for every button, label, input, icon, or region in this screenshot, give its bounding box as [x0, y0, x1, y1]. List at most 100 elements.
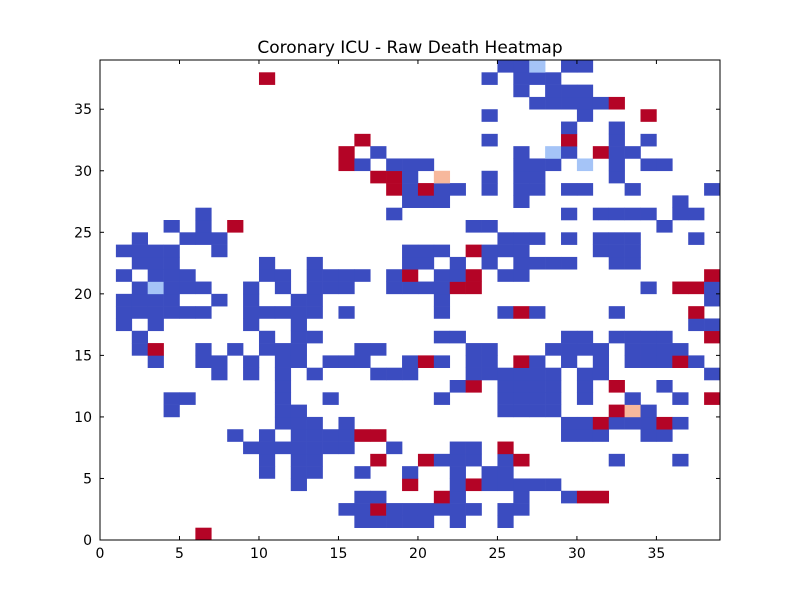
heatmap-cell [195, 527, 212, 541]
heatmap-cell [513, 256, 530, 270]
heatmap-cell [433, 269, 451, 282]
heatmap-cell [497, 306, 514, 319]
heatmap-cell [131, 256, 148, 270]
heatmap-cell [640, 330, 657, 344]
x-tick-label: 5 [175, 546, 184, 562]
heatmap-cell [656, 380, 673, 393]
heatmap-cell [672, 207, 689, 221]
heatmap-cell [306, 466, 323, 479]
heatmap-cell [179, 269, 196, 282]
heatmap-cell [545, 380, 562, 393]
heatmap-cell [449, 330, 466, 344]
heatmap-cell [497, 269, 514, 282]
heatmap-cell [322, 429, 339, 442]
heatmap-cell [227, 343, 244, 356]
heatmap-cell [433, 503, 451, 516]
heatmap-cell [195, 306, 212, 319]
heatmap-cell [274, 306, 292, 319]
heatmap-cell [402, 281, 419, 295]
heatmap-cell [402, 158, 419, 172]
x-tick-label: 10 [250, 546, 268, 562]
heatmap-cell [704, 281, 721, 295]
heatmap-cell [624, 416, 641, 430]
heatmap-cell [561, 183, 578, 196]
heatmap-cell [688, 232, 705, 245]
heatmap-cell [258, 306, 276, 319]
heatmap-cell [306, 453, 323, 467]
heatmap-cell [306, 441, 323, 455]
heatmap-cell [656, 220, 673, 233]
heatmap-cell [704, 318, 721, 332]
heatmap-cell [497, 515, 514, 528]
heatmap-cell [576, 183, 594, 196]
heatmap-cell [163, 293, 180, 307]
heatmap-cell [243, 355, 260, 368]
heatmap-cell [402, 503, 419, 516]
heatmap-cell [497, 503, 514, 516]
heatmap-cell [624, 232, 641, 245]
heatmap-cell [481, 367, 498, 381]
heatmap-cell [465, 503, 482, 516]
heatmap-cell [370, 503, 387, 516]
heatmap-cell [497, 478, 514, 492]
heatmap-cell [147, 244, 164, 258]
heatmap-cell [402, 170, 419, 184]
heatmap-cell [354, 466, 371, 479]
heatmap-cell [513, 503, 530, 516]
heatmap-cell [370, 367, 387, 381]
heatmap-cell [608, 170, 625, 184]
heatmap-cell [576, 84, 594, 98]
heatmap-cell [608, 244, 625, 258]
heatmap-cell [640, 133, 657, 147]
heatmap-cell [576, 60, 594, 73]
heatmap-cell [433, 392, 451, 405]
heatmap-cell [465, 269, 482, 282]
heatmap-cell [433, 490, 451, 504]
heatmap-cell [529, 256, 546, 270]
heatmap-cell [529, 158, 546, 172]
heatmap-cell [274, 404, 292, 418]
heatmap-cell [592, 416, 610, 430]
heatmap-cell [497, 441, 514, 455]
heatmap-cell [449, 441, 466, 455]
heatmap-cell [306, 367, 323, 381]
heatmap-cell [592, 146, 610, 159]
heatmap-cell [497, 404, 514, 418]
heatmap-cell [497, 453, 514, 467]
heatmap-cell [306, 293, 323, 307]
x-tick-label: 25 [489, 546, 507, 562]
heatmap-cell [608, 207, 625, 221]
heatmap-cell [274, 392, 292, 405]
heatmap-cell [592, 490, 610, 504]
heatmap-cell [147, 256, 164, 270]
heatmap-cell [370, 146, 387, 159]
heatmap-cell [306, 429, 323, 442]
heatmap-cell [274, 367, 292, 381]
x-tick-label: 30 [568, 546, 586, 562]
heatmap-cell [258, 441, 276, 455]
heatmap-cell [545, 158, 562, 172]
heatmap-cell [243, 281, 260, 295]
heatmap-cell [131, 343, 148, 356]
heatmap-cell [354, 269, 371, 282]
heatmap-cell [529, 183, 546, 196]
heatmap-cell [274, 441, 292, 455]
heatmap-cell [513, 269, 530, 282]
heatmap-cell [386, 503, 403, 516]
heatmap-cell [370, 429, 387, 442]
heatmap-cell [290, 416, 307, 430]
heatmap-cell [561, 121, 578, 135]
heatmap-cell [243, 367, 260, 381]
heatmap-cell [290, 466, 307, 479]
heatmap-cell [608, 380, 625, 393]
heatmap-cell [163, 220, 180, 233]
heatmap-cell [163, 306, 180, 319]
heatmap-cell [417, 195, 435, 208]
y-tick-label: 0 [83, 533, 92, 549]
heatmap-cell [274, 269, 292, 282]
heatmap-cell [433, 195, 451, 208]
heatmap-cell [465, 220, 482, 233]
heatmap-cell [513, 478, 530, 492]
heatmap-cell [513, 232, 530, 245]
heatmap-cell [290, 441, 307, 455]
